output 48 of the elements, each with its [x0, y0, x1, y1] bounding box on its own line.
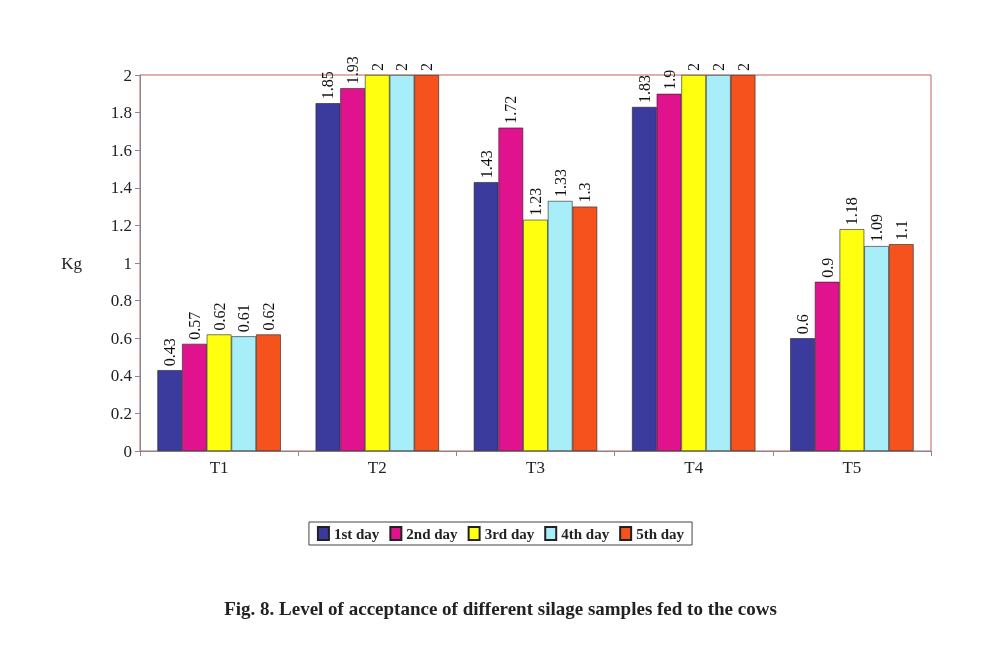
data-label: 1.9	[660, 69, 678, 90]
y-tick-label: 1	[123, 253, 132, 273]
data-label: 2	[418, 63, 436, 71]
y-tick-label: 0.4	[110, 366, 133, 386]
data-label: 2	[734, 63, 752, 71]
y-tick-label: 2	[123, 65, 132, 85]
x-tick-label: T3	[526, 458, 545, 477]
data-label: 1.3	[576, 182, 594, 203]
y-tick-label: 1.8	[110, 103, 132, 123]
data-label: 1.33	[551, 168, 569, 197]
y-tick-label: 0.2	[110, 403, 132, 423]
x-tick-label: T5	[842, 458, 862, 477]
data-label: 0.62	[259, 302, 277, 331]
data-label: 1.1	[892, 220, 910, 241]
data-label: 0.61	[235, 304, 253, 333]
y-tick-label: 1.6	[110, 140, 132, 160]
data-label: 0.57	[185, 311, 203, 340]
y-axis-title: Kg	[61, 253, 83, 273]
data-label: 1.43	[477, 150, 495, 179]
data-label: 1.72	[502, 95, 520, 124]
data-label: 2	[393, 63, 411, 71]
y-tick-label: 0	[123, 441, 132, 461]
y-tick-label: 1.2	[110, 215, 132, 235]
data-label: 0.9	[818, 257, 836, 278]
x-tick-label: T4	[684, 458, 704, 477]
legend-label: 4th day	[561, 525, 610, 542]
legend-label: 5th day	[636, 525, 685, 542]
y-tick-label: 0.8	[110, 291, 132, 311]
data-label: 1.23	[527, 187, 544, 216]
data-label: 2	[685, 63, 703, 71]
data-label: 1.93	[344, 56, 362, 85]
legend-label: 1st day	[333, 525, 380, 542]
data-label: 1.18	[843, 197, 861, 226]
y-tick-label: 1.4	[110, 178, 133, 198]
y-tick-label: 0.6	[110, 328, 132, 348]
data-label: 1.09	[868, 214, 886, 243]
data-label: 0.6	[794, 314, 812, 335]
text: Fig. 8. Level of acceptance of different silage samples fed to the cows	[224, 597, 777, 619]
legend-label: 2nd day	[406, 525, 459, 542]
x-tick-label: T2	[367, 458, 387, 477]
data-label: 2	[709, 63, 727, 71]
data-label: 1.83	[635, 74, 653, 103]
x-tick-label: T1	[209, 458, 229, 477]
legend-label: 3rd day	[484, 525, 535, 542]
data-label: 0.62	[210, 302, 228, 331]
data-label: 0.43	[161, 338, 179, 367]
data-label: 2	[368, 63, 386, 71]
data-label: 1.85	[319, 71, 337, 100]
